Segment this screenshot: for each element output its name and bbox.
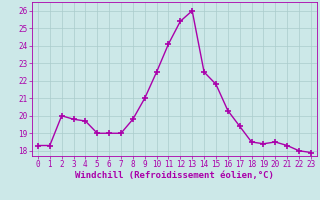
X-axis label: Windchill (Refroidissement éolien,°C): Windchill (Refroidissement éolien,°C) bbox=[75, 171, 274, 180]
